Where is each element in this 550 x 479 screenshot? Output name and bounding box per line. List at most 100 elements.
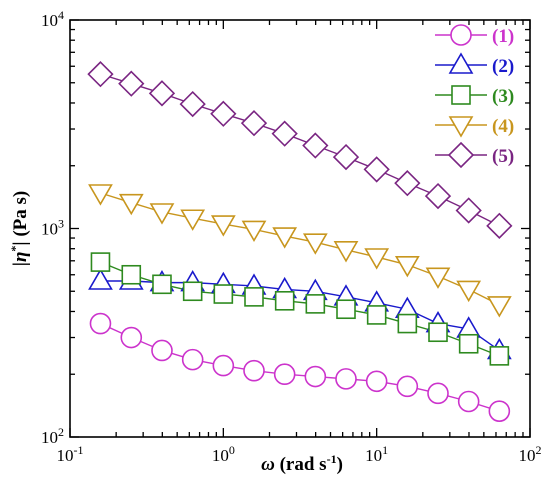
data-point — [89, 312, 112, 335]
legend-marker — [448, 116, 474, 138]
x-axis-close: ) — [337, 454, 343, 475]
data-point — [212, 354, 235, 377]
legend-item-4: (4) — [435, 116, 514, 138]
y-tick-label-base: 10 — [41, 428, 58, 447]
data-point — [210, 215, 236, 237]
data-point — [148, 80, 176, 107]
legend-label: (2) — [492, 56, 514, 77]
data-point — [332, 143, 360, 171]
data-point — [397, 313, 418, 334]
y-tick-label: 103 — [41, 217, 64, 239]
y-axis-label: |η*| (Pa s) — [8, 191, 31, 266]
series-points-5 — [87, 61, 513, 239]
data-point — [456, 280, 482, 303]
x-axis-symbol: ω — [261, 454, 275, 475]
series-points-3 — [90, 252, 510, 366]
legend-item-2: (2) — [435, 52, 514, 77]
data-point — [90, 252, 111, 272]
data-point — [180, 209, 206, 231]
legend: (1) (2) (3) (4) (5) — [435, 24, 514, 169]
x-axis-label: ω (rad s-1) — [261, 452, 343, 475]
data-point — [458, 333, 479, 354]
data-point — [151, 339, 173, 362]
data-point — [120, 326, 143, 349]
legend-label: (4) — [492, 116, 514, 137]
data-point — [305, 294, 326, 314]
data-point — [489, 346, 510, 366]
y-tick-label-exp: 2 — [58, 425, 64, 439]
data-point — [455, 197, 482, 224]
data-point — [273, 363, 296, 386]
y-tick-label-base: 10 — [41, 11, 58, 30]
y-tick-label: 102 — [41, 425, 64, 447]
data-point — [179, 90, 206, 118]
data-point — [213, 284, 234, 304]
x-axis-text: (rad s — [275, 454, 327, 475]
legend-marker — [447, 141, 475, 169]
y-tick-label: 104 — [41, 8, 64, 30]
data-point — [271, 120, 298, 147]
axis-ticks — [69, 19, 531, 438]
data-point — [424, 182, 452, 210]
data-point — [394, 255, 420, 278]
legend-item-3: (3) — [435, 85, 514, 107]
data-point — [486, 296, 512, 318]
x-tick-label-base: 10 — [212, 446, 229, 465]
legend-marker — [451, 85, 471, 105]
legend-item-5: (5) — [435, 141, 514, 169]
data-point — [272, 227, 298, 249]
data-point — [457, 390, 480, 413]
y-axis-sup: * — [8, 246, 22, 252]
legend-label: (1) — [492, 26, 514, 47]
data-point — [87, 61, 114, 88]
data-point — [243, 359, 265, 382]
data-point — [396, 375, 419, 398]
data-point — [121, 264, 142, 285]
series-points-4 — [88, 184, 512, 318]
x-tick-label-base: 10 — [365, 446, 382, 465]
series-points-1 — [89, 312, 511, 422]
data-point — [488, 400, 511, 422]
legend-item-1: (1) — [435, 24, 514, 47]
data-point — [241, 220, 267, 243]
data-point — [210, 100, 237, 127]
y-tick-label-base: 10 — [41, 220, 58, 239]
data-point — [333, 241, 359, 263]
data-point — [88, 268, 113, 290]
data-point — [394, 170, 421, 197]
x-tick-label: 100 — [212, 443, 235, 465]
x-tick-label-base: 10 — [519, 446, 536, 465]
data-point — [182, 281, 203, 302]
x-tick-label-exp: 0 — [229, 443, 235, 457]
data-point — [302, 233, 328, 255]
y-tick-label-exp: 3 — [58, 217, 64, 231]
data-point — [149, 203, 175, 225]
data-point — [366, 305, 387, 325]
data-point — [336, 299, 356, 320]
data-point — [364, 248, 390, 270]
x-axis-sup: -1 — [327, 452, 337, 466]
data-point — [88, 184, 113, 206]
x-tick-label: 102 — [519, 443, 542, 465]
data-point — [118, 70, 145, 97]
y-axis-open: | — [10, 262, 31, 266]
x-tick-label: 101 — [365, 443, 388, 465]
x-tick-label: 10-1 — [57, 443, 84, 465]
data-point — [425, 267, 451, 289]
data-point — [274, 291, 295, 311]
data-point — [302, 132, 329, 159]
data-point — [427, 382, 449, 405]
data-point — [118, 193, 144, 216]
legend-marker — [448, 52, 474, 74]
y-tick-label-exp: 4 — [58, 8, 64, 22]
data-point — [304, 365, 327, 388]
x-tick-label-exp: 1 — [382, 443, 388, 457]
legend-label: (5) — [492, 146, 514, 167]
legend-label: (3) — [492, 86, 514, 107]
data-point — [428, 322, 448, 343]
data-point — [363, 156, 390, 183]
x-tick-label-base: 10 — [57, 446, 74, 465]
series-markers — [87, 61, 513, 422]
